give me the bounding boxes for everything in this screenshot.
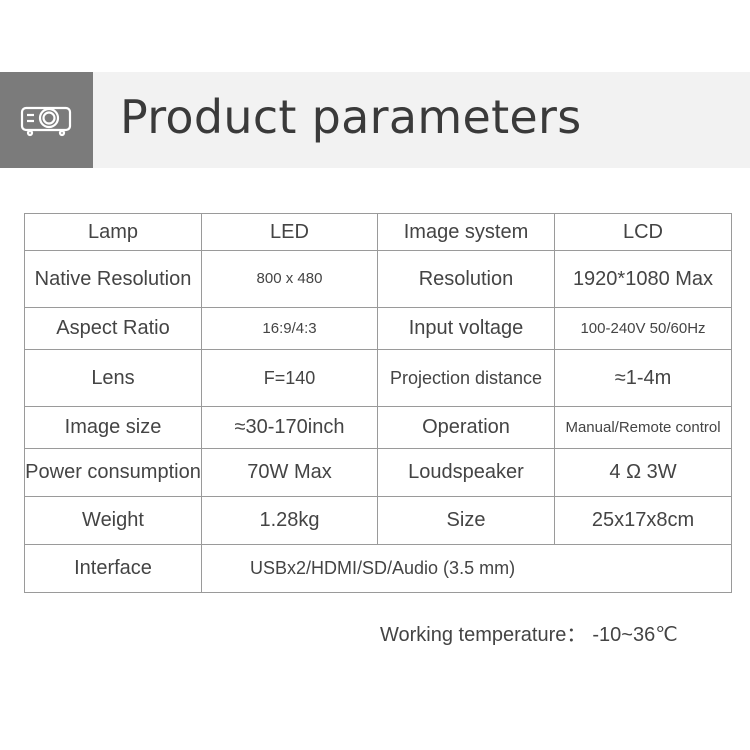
parameters-table: Lamp LED Image system LCD Native Resolution 8… [24,213,732,593]
param-label: Weight [24,496,202,545]
param-label: Power consumption [24,448,202,497]
icon-box [0,72,93,168]
param-value: LED [201,213,378,251]
param-label: Image system [377,213,555,251]
temperature-value: -10~36℃ [592,624,678,646]
param-label: Projection distance [377,349,555,407]
param-value: 4 Ω 3W [554,448,732,497]
table-row: Lens F=140 Projection distance ≈1-4m [24,349,732,407]
param-label: Operation [377,406,555,449]
table-row: Native Resolution 800 x 480 Resolution 1920… [24,250,732,308]
param-value: ≈30-170inch [201,406,378,449]
projector-icon [20,106,72,137]
param-label: Native Resolution [24,250,202,308]
param-label: Interface [24,544,202,593]
page-title: Product parameters [120,90,582,144]
param-value: F=140 [201,349,378,407]
table-row: Image size ≈30-170inch Operation Manual/Rem… [24,406,732,449]
param-value: Manual/Remote control [554,406,732,449]
table-row: Lamp LED Image system LCD [24,213,732,251]
param-value: 1.28kg [201,496,378,545]
param-label: Lamp [24,213,202,251]
table-row: Power consumption 70W Max Loudspeaker 4 Ω 3… [24,448,732,497]
param-label: Resolution [377,250,555,308]
param-label: Lens [24,349,202,407]
param-label: Input voltage [377,307,555,350]
param-label: Loudspeaker [377,448,555,497]
param-value: 25x17x8cm [554,496,732,545]
param-value: ≈1-4m [554,349,732,407]
table-row: Weight 1.28kg Size 25x17x8cm [24,496,732,545]
header-band: Product parameters [0,72,750,168]
param-label: Aspect Ratio [24,307,202,350]
param-value: 800 x 480 [201,250,378,308]
temperature-label: Working temperature： [380,624,587,646]
param-value: 1920*1080 Max [554,250,732,308]
param-label: Size [377,496,555,545]
param-value: 16:9/4:3 [201,307,378,350]
param-value: 100-240V 50/60Hz [554,307,732,350]
table-row: Aspect Ratio 16:9/4:3 Input voltage 100-240… [24,307,732,350]
param-label: Image size [24,406,202,449]
param-value: 70W Max [201,448,378,497]
param-value: USBx2/HDMI/SD/Audio (3.5 mm) [201,544,732,593]
working-temperature: Working temperature： -10~36℃ [380,618,684,647]
table-row: Interface USBx2/HDMI/SD/Audio (3.5 mm) [24,544,732,593]
param-value: LCD [554,213,732,251]
